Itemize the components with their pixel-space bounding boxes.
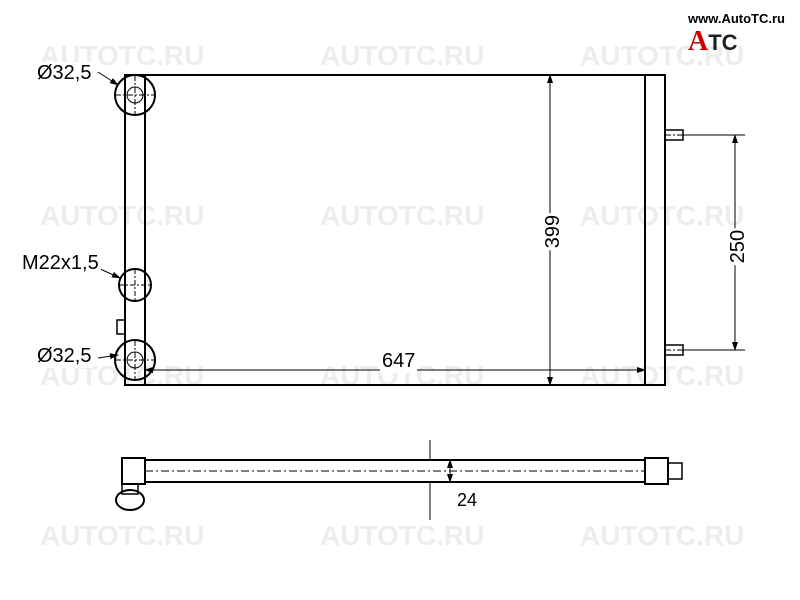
label-250: 250 xyxy=(727,228,750,265)
side-left-tank xyxy=(122,458,145,484)
site-logo: www.AutoTC.ru ATC xyxy=(688,10,785,58)
label-top-port: Ø32,5 xyxy=(35,62,93,85)
left-tab xyxy=(117,320,125,334)
logo-tc: TC xyxy=(708,30,737,55)
label-24: 24 xyxy=(455,490,479,511)
radiator-core xyxy=(145,75,645,385)
left-tank xyxy=(125,75,145,385)
technical-drawing xyxy=(0,0,800,600)
label-647: 647 xyxy=(380,350,417,373)
logo-letter-a: A xyxy=(688,26,708,57)
logo-url: www.AutoTC.ru xyxy=(688,11,785,26)
label-bot-port: Ø32,5 xyxy=(35,345,93,368)
side-left-fitting xyxy=(116,490,144,510)
side-right-tank xyxy=(645,458,668,484)
side-right-fitting xyxy=(668,463,682,479)
diagram-canvas: AUTOTC.RU AUTOTC.RU AUTOTC.RU AUTOTC.RU … xyxy=(0,0,800,600)
right-tank xyxy=(645,75,665,385)
label-mid-port: M22x1,5 xyxy=(20,252,101,275)
label-399: 399 xyxy=(542,213,565,250)
